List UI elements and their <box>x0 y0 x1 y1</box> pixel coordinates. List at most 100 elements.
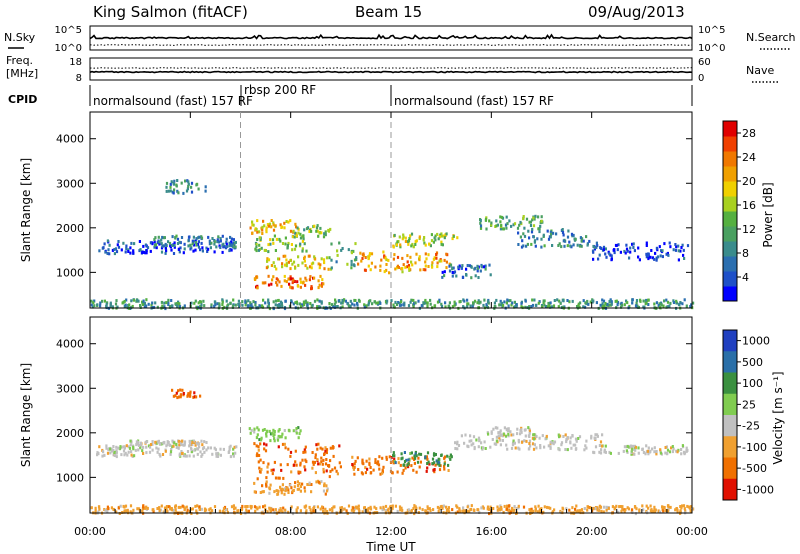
range-cell <box>468 509 471 513</box>
range-cell <box>365 508 368 512</box>
range-cell <box>259 458 262 462</box>
range-cell <box>160 300 163 304</box>
range-cell <box>172 252 176 255</box>
range-cell <box>110 447 113 451</box>
range-cell <box>506 298 509 302</box>
range-cell <box>281 487 284 491</box>
range-cell <box>401 256 404 260</box>
range-cell <box>129 246 132 250</box>
range-cell <box>139 441 142 445</box>
colorbar-swatch <box>723 151 737 167</box>
range-cell <box>585 446 588 450</box>
range-cell <box>255 227 258 231</box>
range-cell <box>111 449 114 453</box>
range-cell <box>365 304 368 308</box>
range-cell <box>419 268 422 272</box>
range-cell <box>218 244 221 248</box>
noise-sky-trace <box>89 33 693 40</box>
range-cell <box>175 443 178 446</box>
range-cell <box>258 243 261 247</box>
range-cell <box>156 450 159 454</box>
range-cell <box>381 468 384 472</box>
range-cell <box>631 242 634 246</box>
range-cell <box>277 510 281 514</box>
range-cell <box>447 304 451 308</box>
range-cell <box>630 452 633 456</box>
range-cell <box>227 303 230 307</box>
range-cell <box>635 299 639 302</box>
range-cell <box>576 243 579 247</box>
range-cell <box>299 236 303 240</box>
range-cell <box>183 440 187 444</box>
range-cell <box>602 248 605 252</box>
range-cell <box>262 461 265 465</box>
range-cell <box>419 452 423 456</box>
range-cell <box>191 242 194 246</box>
range-cell <box>315 226 319 230</box>
range-cell <box>222 447 225 451</box>
range-cell <box>472 301 475 305</box>
range-cell <box>139 304 142 307</box>
range-cell <box>350 266 353 270</box>
range-cell <box>290 486 293 490</box>
range-cell <box>287 220 290 224</box>
range-cell <box>273 460 276 464</box>
range-cell <box>284 508 287 512</box>
range-cell <box>406 463 409 467</box>
range-cell <box>533 298 536 302</box>
range-cell <box>496 426 499 430</box>
colorbar-tick-label: 12 <box>742 223 756 236</box>
range-cell <box>448 301 451 305</box>
range-cell <box>258 466 261 470</box>
range-cell <box>195 183 198 187</box>
range-cell <box>509 510 512 514</box>
range-cell <box>262 490 265 494</box>
range-cell <box>676 450 679 454</box>
range-cell <box>557 433 560 437</box>
range-cell <box>615 299 618 303</box>
range-cell <box>574 237 577 241</box>
range-cell <box>187 180 190 184</box>
range-cell <box>99 301 102 305</box>
range-cell <box>163 236 166 240</box>
range-cell <box>602 245 606 249</box>
range-cell <box>267 283 271 287</box>
range-cell <box>329 469 332 473</box>
range-cell <box>531 303 535 307</box>
range-cell <box>616 303 619 307</box>
range-cell <box>672 248 675 252</box>
range-cell <box>158 509 161 513</box>
range-cell <box>177 395 181 399</box>
range-cell <box>258 236 261 240</box>
range-cell <box>213 505 217 509</box>
range-cell <box>197 305 200 309</box>
range-cell <box>117 240 120 243</box>
range-cell <box>320 231 323 235</box>
range-cell <box>278 280 281 284</box>
range-cell <box>338 241 341 245</box>
range-cell <box>667 253 670 257</box>
range-cell <box>200 454 203 458</box>
range-cell <box>458 508 461 512</box>
range-cell <box>574 443 577 447</box>
range-cell <box>659 510 662 514</box>
range-cell <box>275 277 278 281</box>
range-cell <box>257 445 260 449</box>
range-cell <box>451 274 454 278</box>
range-cell <box>611 505 614 509</box>
range-cell <box>164 449 167 453</box>
freq-trace <box>89 70 693 74</box>
range-cell <box>503 426 506 430</box>
range-cell <box>672 447 675 451</box>
range-cell <box>638 509 641 513</box>
range-cell <box>187 184 190 188</box>
range-cell <box>414 261 417 265</box>
range-cell <box>610 300 613 304</box>
range-cell <box>407 239 411 242</box>
range-cell <box>511 506 514 510</box>
range-cell <box>177 389 180 393</box>
range-cell <box>456 505 459 509</box>
range-cell <box>178 452 181 456</box>
range-cell <box>106 509 109 513</box>
range-cell <box>232 243 235 246</box>
